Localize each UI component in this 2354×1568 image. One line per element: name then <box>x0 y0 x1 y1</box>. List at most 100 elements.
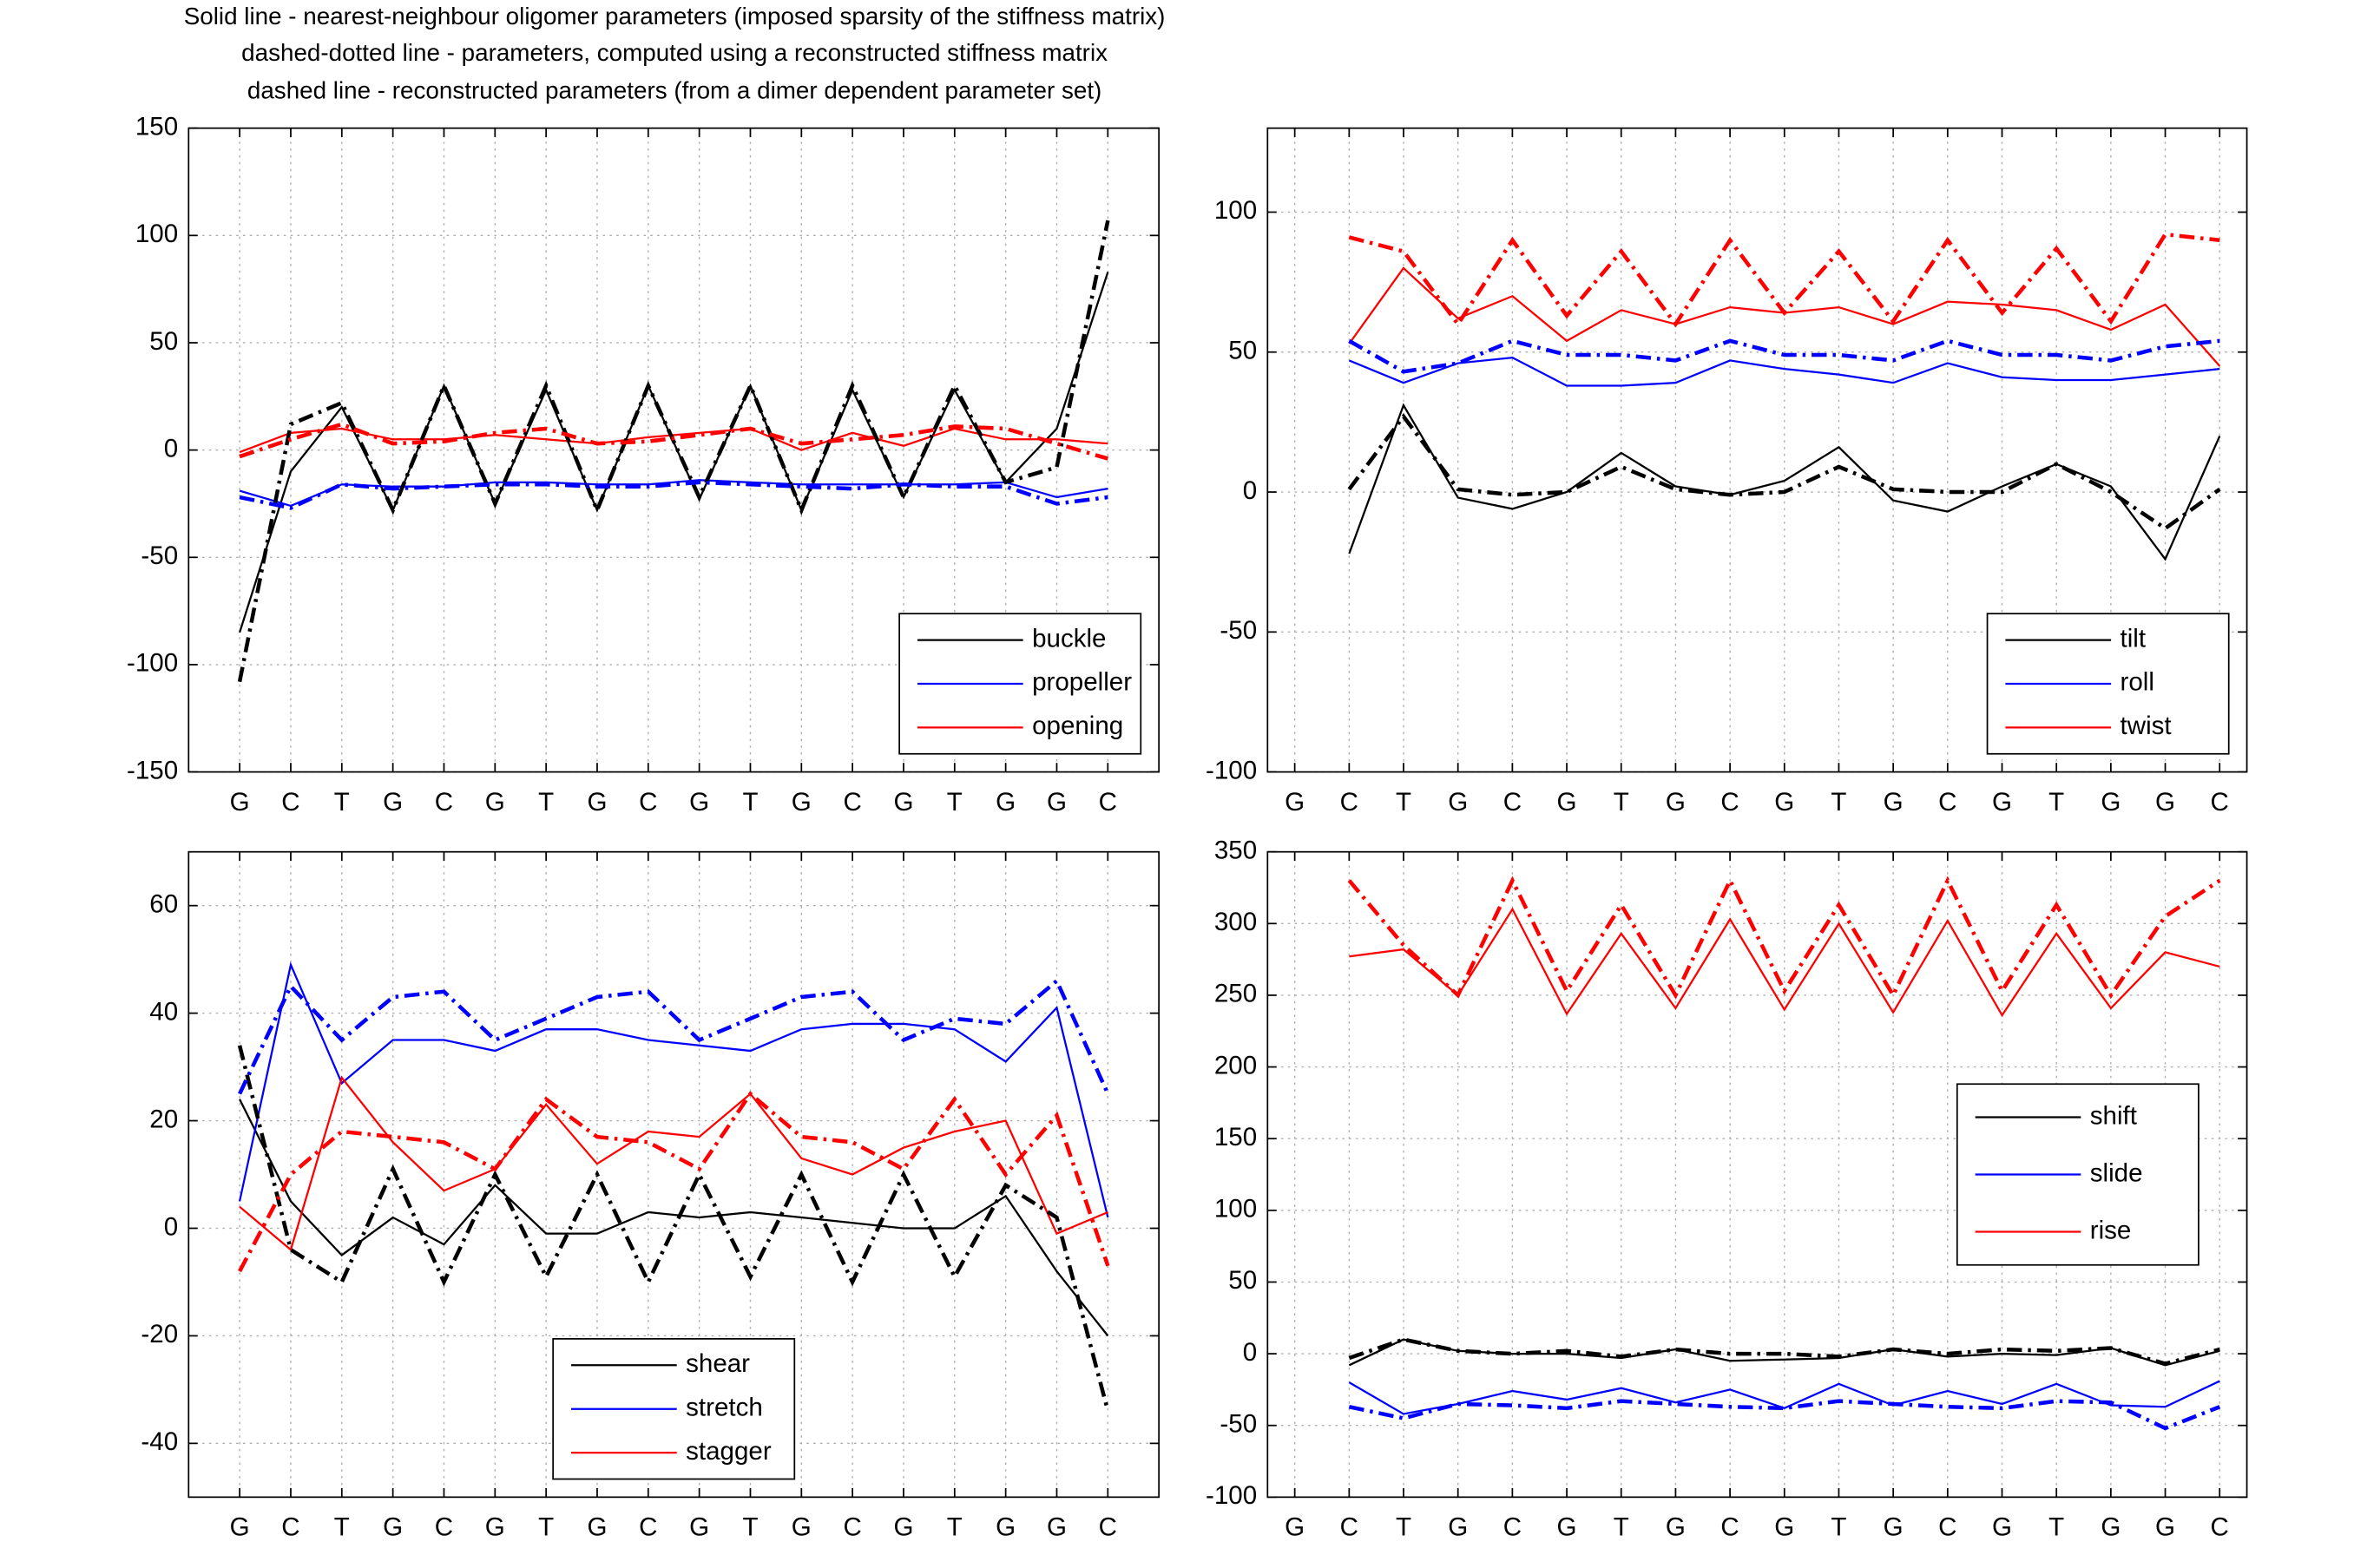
data-line <box>1347 413 2221 531</box>
x-tick-label: G <box>1047 788 1067 817</box>
x-tick-label: C <box>639 788 657 817</box>
x-tick-label: T <box>1614 788 1629 817</box>
y-tick-label: 50 <box>1228 337 1257 365</box>
data-line <box>1348 1338 2220 1367</box>
legend-label: opening <box>1032 712 1123 740</box>
x-tick-label: C <box>1503 788 1522 817</box>
x-tick-label: G <box>485 788 505 817</box>
data-line <box>1348 232 2220 328</box>
x-tick-label: T <box>1396 788 1411 817</box>
y-tick-label: 150 <box>135 112 178 141</box>
y-tick-label: -100 <box>1206 1481 1257 1510</box>
data-line <box>239 480 1108 510</box>
x-tick-label: G <box>893 788 913 817</box>
data-line <box>1349 907 2220 1018</box>
data-line <box>238 1091 1110 1273</box>
subplot: -150 -100 -50 0 50 100 150 G C T G C G T G C G T G C G T G G Cbu… <box>127 112 1161 817</box>
x-tick-label: G <box>1774 1513 1794 1542</box>
y-tick-label: 0 <box>164 1212 178 1241</box>
x-tick-label: T <box>2048 1513 2064 1542</box>
x-tick-label: G <box>1448 788 1468 817</box>
x-tick-label: G <box>1047 1513 1067 1542</box>
x-tick-label: G <box>1884 788 1904 817</box>
title-line: dashed line - reconstructed parameters (… <box>247 76 1101 103</box>
x-tick-label: C <box>639 1513 657 1542</box>
data-line <box>239 422 1109 461</box>
y-tick-label: 100 <box>1214 1195 1257 1224</box>
x-tick-label: G <box>1992 788 2012 817</box>
x-tick-label: G <box>230 1513 250 1542</box>
plot-frame <box>1266 850 2248 1499</box>
y-tick-label: 60 <box>149 889 178 918</box>
x-tick-label: C <box>843 788 861 817</box>
x-tick-label: G <box>2101 1513 2121 1542</box>
x-tick-label: G <box>689 1513 709 1542</box>
x-tick-label: G <box>1557 788 1577 817</box>
y-tick-label: 50 <box>1228 1266 1257 1295</box>
x-tick-label: C <box>2211 788 2229 817</box>
x-tick-label: G <box>996 1513 1016 1542</box>
x-tick-label: T <box>2048 788 2064 817</box>
x-tick-label: G <box>1992 1513 2012 1542</box>
data-line <box>238 977 1110 1095</box>
plot-frame <box>187 850 1161 1499</box>
y-tick-label: -50 <box>141 541 178 570</box>
legend-label: slide <box>2090 1158 2143 1187</box>
x-tick-label: T <box>1831 1513 1846 1542</box>
x-tick-label: G <box>792 1513 812 1542</box>
y-tick-label: 350 <box>1214 836 1257 864</box>
x-tick-label: G <box>2101 788 2121 817</box>
x-tick-label: G <box>2155 1513 2175 1542</box>
data-line <box>1348 1380 2220 1415</box>
x-tick-label: C <box>1720 1513 1739 1542</box>
x-tick-label: T <box>1831 788 1846 817</box>
x-tick-label: G <box>1448 1513 1468 1542</box>
x-tick-label: C <box>1340 1513 1358 1542</box>
data-line <box>1347 876 2221 1000</box>
x-tick-label: T <box>742 1513 758 1542</box>
y-tick-label: 20 <box>149 1105 178 1133</box>
plot-frame <box>1266 127 2248 773</box>
y-tick-label: 150 <box>1214 1123 1257 1151</box>
x-tick-label: G <box>1666 1513 1686 1542</box>
x-tick-label: T <box>538 1513 554 1542</box>
x-tick-label: G <box>1557 1513 1577 1542</box>
x-tick-label: T <box>334 1513 350 1542</box>
x-tick-label: G <box>893 1513 913 1542</box>
data-line <box>238 961 1109 1218</box>
y-tick-label: -100 <box>1206 756 1257 784</box>
y-tick-label: 0 <box>1243 1338 1257 1367</box>
legend-label: buckle <box>1032 624 1106 653</box>
y-tick-label: 50 <box>149 327 178 356</box>
y-tick-label: 200 <box>1214 1051 1257 1079</box>
x-tick-label: G <box>689 788 709 817</box>
x-tick-label: G <box>1666 788 1686 817</box>
y-tick-label: -50 <box>1220 1410 1257 1439</box>
x-tick-label: C <box>843 1513 861 1542</box>
x-tick-label: G <box>587 788 607 817</box>
x-tick-label: C <box>1938 1513 1956 1542</box>
x-tick-label: C <box>2211 1513 2229 1542</box>
x-tick-label: C <box>1503 1513 1522 1542</box>
x-tick-label: T <box>947 1513 963 1542</box>
y-tick-label: 100 <box>1214 196 1257 225</box>
x-tick-label: G <box>230 788 250 817</box>
x-tick-label: C <box>1938 788 1956 817</box>
y-tick-label: 40 <box>149 997 178 1026</box>
x-tick-label: G <box>1774 788 1794 817</box>
y-tick-label: 0 <box>164 434 178 463</box>
x-tick-label: G <box>792 788 812 817</box>
x-tick-label: G <box>996 788 1016 817</box>
x-tick-label: C <box>435 1513 453 1542</box>
data-line <box>239 1099 1109 1337</box>
legend-label: shift <box>2090 1101 2137 1130</box>
data-line <box>1348 1399 2221 1431</box>
x-tick-label: T <box>1614 1513 1629 1542</box>
x-tick-label: G <box>1285 788 1305 817</box>
y-tick-label: -40 <box>141 1427 178 1456</box>
x-tick-label: T <box>742 788 758 817</box>
y-tick-label: -100 <box>127 649 178 678</box>
